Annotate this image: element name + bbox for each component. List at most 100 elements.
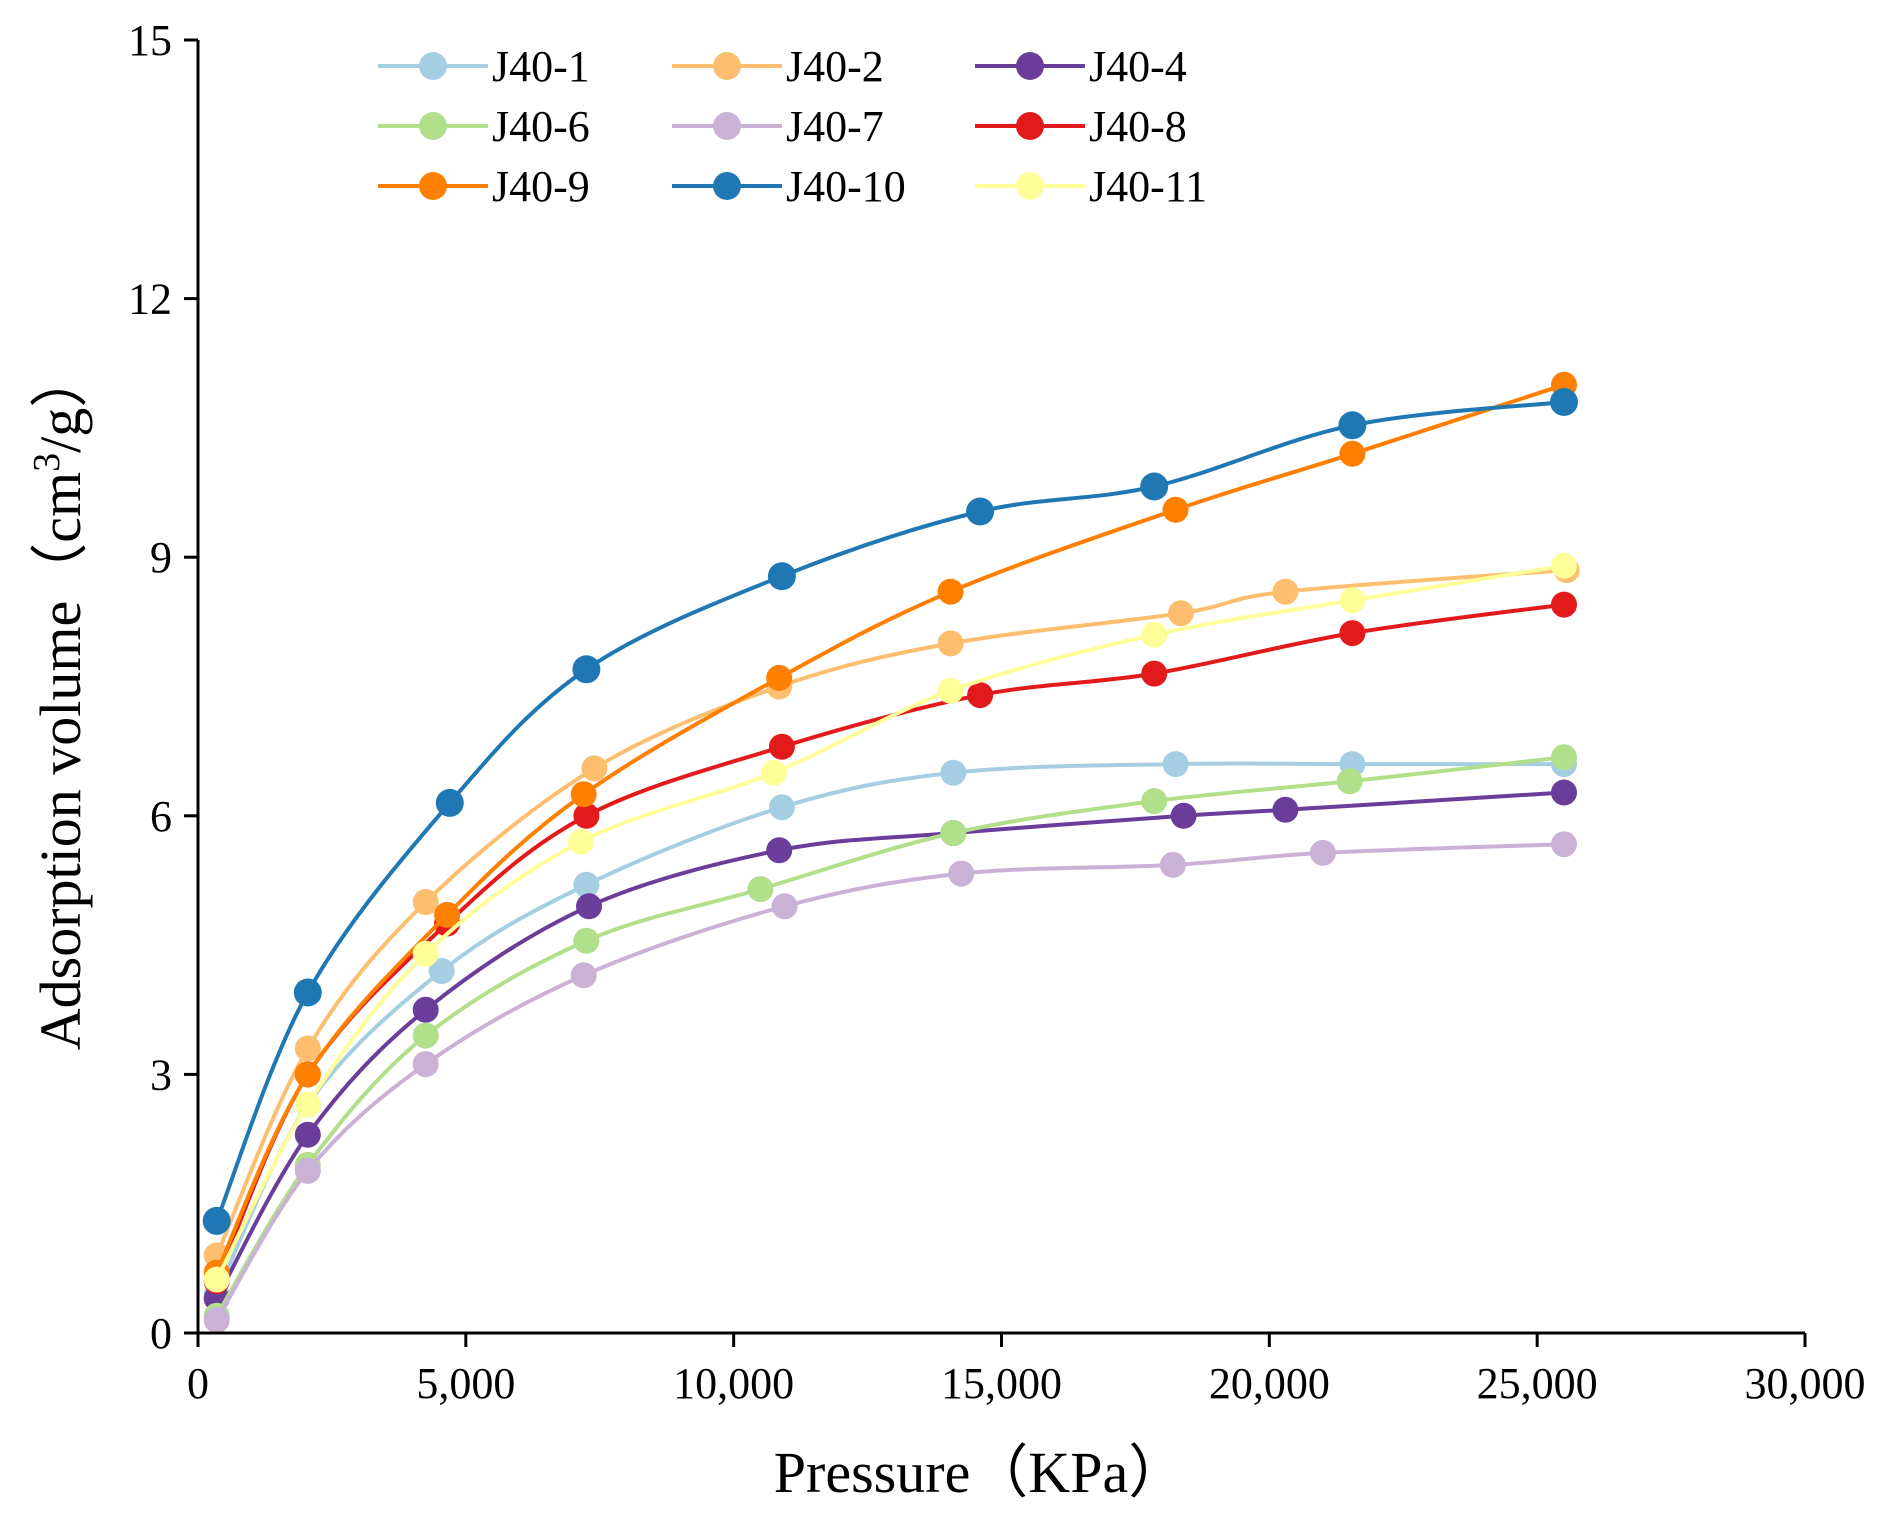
- data-point: [1551, 744, 1577, 771]
- series-line: [214, 842, 1565, 1322]
- legend-item-j40-2: J40-2: [672, 42, 884, 91]
- x-tick-label: 15,000: [941, 1359, 1062, 1408]
- legend-marker: [713, 172, 741, 200]
- legend-marker: [1016, 52, 1044, 80]
- legend-marker: [419, 112, 447, 140]
- data-point: [435, 788, 464, 817]
- data-point: [1551, 831, 1577, 858]
- legend-label: J40-11: [1089, 162, 1207, 211]
- legend-marker: [713, 112, 741, 140]
- data-point: [573, 927, 600, 954]
- legend-item-j40-6: J40-6: [378, 102, 590, 151]
- y-axis-title-tail: /g）: [28, 350, 93, 453]
- data-point: [570, 962, 597, 989]
- series-j40-6: [203, 744, 1577, 1329]
- data-point: [1339, 587, 1366, 614]
- data-point: [1167, 600, 1194, 627]
- data-point: [294, 1035, 321, 1062]
- legend-label: J40-1: [492, 42, 590, 91]
- y-tick-label: 15: [128, 16, 172, 65]
- tick-layer: 0 3 6 9 12 15 0 5,000 10,000 15,000 20,000 25,000 30…: [128, 16, 1866, 1408]
- data-point: [937, 578, 964, 605]
- series-j40-10: [202, 388, 1578, 1235]
- data-point: [1141, 660, 1168, 687]
- data-point: [1272, 578, 1299, 605]
- legend-item-j40-1: J40-1: [378, 42, 590, 91]
- x-tick-label: 10,000: [673, 1359, 794, 1408]
- data-point: [1140, 472, 1169, 501]
- data-point: [760, 759, 787, 786]
- data-point: [767, 562, 796, 591]
- series-j40-2: [203, 557, 1580, 1269]
- data-point: [940, 820, 967, 846]
- legend-item-j40-4: J40-4: [975, 42, 1187, 91]
- data-point: [1551, 591, 1577, 618]
- y-axis-title-superscript: 3: [26, 453, 68, 472]
- series-j40-7: [203, 831, 1577, 1334]
- data-point: [1162, 496, 1189, 523]
- data-point: [428, 958, 455, 984]
- legend-marker: [1016, 112, 1044, 140]
- data-point: [568, 828, 594, 855]
- data-point: [412, 1051, 439, 1078]
- legend: J40-1 J40-2 J40-4 J40-6 J40-7 J40-8 J40-9 J40-1…: [378, 42, 1207, 211]
- data-point: [937, 630, 964, 657]
- data-point: [1336, 768, 1363, 795]
- legend-label: J40-2: [786, 42, 884, 91]
- data-point: [967, 682, 994, 709]
- legend-item-j40-9: J40-9: [378, 162, 590, 211]
- data-point: [1338, 411, 1367, 440]
- data-point: [570, 781, 597, 808]
- x-tick-label: 0: [187, 1359, 209, 1408]
- data-point: [766, 837, 793, 864]
- series-j40-8: [203, 591, 1577, 1295]
- data-point: [294, 1121, 321, 1148]
- series-line: [214, 382, 1565, 1274]
- data-point: [294, 1061, 321, 1088]
- series-line: [214, 400, 1565, 1222]
- y-tick-label: 0: [150, 1309, 172, 1358]
- y-tick-label: 9: [150, 533, 172, 582]
- data-point: [1550, 388, 1578, 416]
- legend-label: J40-6: [492, 102, 590, 151]
- data-point: [412, 1022, 439, 1049]
- data-point: [1309, 839, 1336, 866]
- legend-marker: [1016, 172, 1044, 200]
- data-point: [1551, 779, 1577, 806]
- data-point: [412, 940, 439, 967]
- data-point: [1159, 851, 1186, 878]
- data-point: [1170, 802, 1197, 829]
- data-point: [766, 664, 793, 691]
- data-point: [948, 860, 975, 887]
- legend-marker: [419, 172, 447, 200]
- legend-item-j40-10: J40-10: [672, 162, 906, 211]
- data-point: [293, 978, 322, 1007]
- data-point: [434, 901, 461, 928]
- data-point: [573, 802, 600, 829]
- series-line: [214, 563, 1565, 1281]
- data-point: [1141, 621, 1168, 648]
- data-point: [937, 677, 964, 704]
- x-tick-label: 25,000: [1477, 1359, 1598, 1408]
- data-point: [572, 655, 601, 684]
- data-point: [294, 1157, 321, 1184]
- data-point: [202, 1206, 231, 1235]
- y-axis-title-main: Adsorption volume（cm: [28, 472, 93, 1050]
- data-point: [412, 889, 439, 915]
- legend-item-j40-8: J40-8: [975, 102, 1187, 151]
- data-point: [576, 893, 602, 920]
- series-layer: [202, 371, 1580, 1334]
- data-point: [768, 733, 795, 760]
- legend-label: J40-10: [786, 162, 906, 211]
- x-axis-title: Pressure（KPa）: [774, 1440, 1186, 1505]
- data-point: [1551, 552, 1577, 579]
- data-point: [294, 1091, 321, 1118]
- axis-layer: [196, 40, 1805, 1335]
- data-point: [747, 876, 774, 903]
- data-point: [203, 1266, 230, 1293]
- legend-item-j40-7: J40-7: [672, 102, 884, 151]
- legend-label: J40-4: [1089, 42, 1187, 91]
- data-point: [1272, 796, 1299, 823]
